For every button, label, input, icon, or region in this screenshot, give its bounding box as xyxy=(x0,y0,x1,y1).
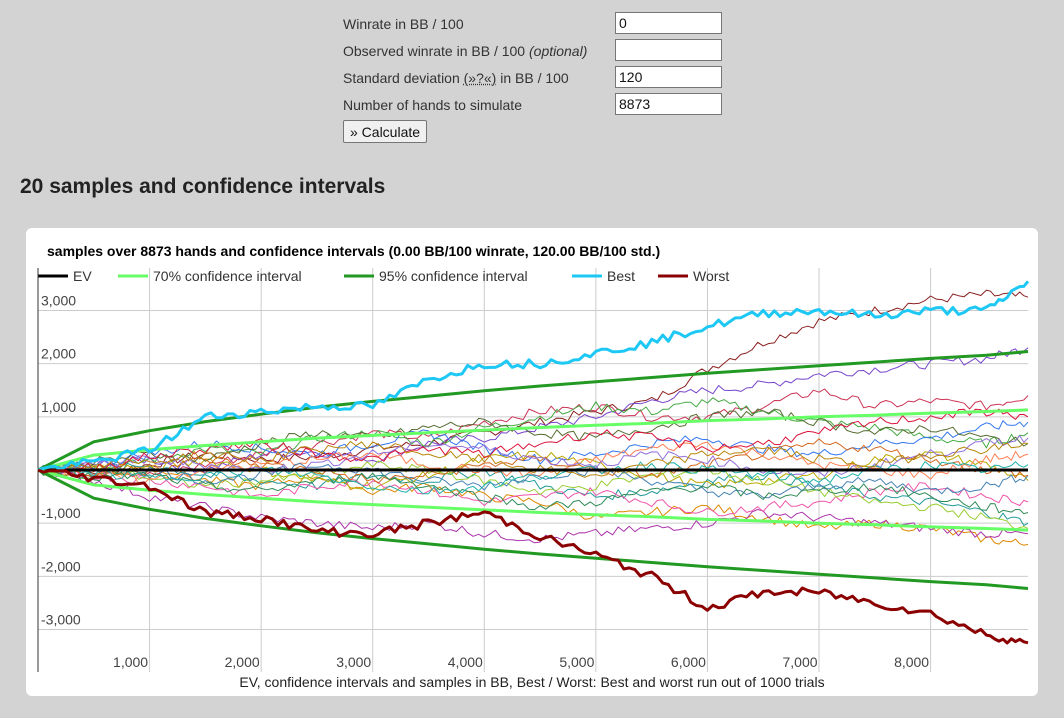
std-help-link[interactable]: (»?«) xyxy=(463,70,497,86)
x-axis-label: EV, confidence intervals and samples in … xyxy=(239,674,824,690)
y-tick-label: -1,000 xyxy=(41,505,81,521)
y-tick-label: 2,000 xyxy=(41,346,76,362)
observed-label: Observed winrate in BB / 100 (optional) xyxy=(343,43,587,59)
sample-series-line xyxy=(37,438,1029,484)
observed-row: Observed winrate in BB / 100 (optional) xyxy=(343,37,723,64)
std-label: Standard deviation (»?«) in BB / 100 xyxy=(343,70,569,86)
sample-series-line xyxy=(37,397,1029,480)
winrate-label: Winrate in BB / 100 xyxy=(343,16,464,32)
axes: 3,000 2,000 1,000 -1,000 -2,000 -3,000 1,000 2,… xyxy=(37,268,929,672)
x-tick-label: 6,000 xyxy=(671,654,706,670)
legend-label: 95% confidence interval xyxy=(379,268,528,284)
ci70-line xyxy=(37,468,1029,532)
sample-series-line xyxy=(37,461,1029,499)
x-tick-label: 2,000 xyxy=(225,654,260,670)
sample-series-line xyxy=(37,441,1029,478)
y-tick-label: -2,000 xyxy=(41,558,81,574)
section-title: 20 samples and confidence intervals xyxy=(20,175,386,198)
sample-series-line xyxy=(37,460,1029,530)
sample-series-line xyxy=(37,466,1029,517)
observed-optional-text: (optional) xyxy=(529,43,588,59)
sample-series-line xyxy=(37,469,1029,544)
sample-series-line xyxy=(37,463,1029,546)
settings-form: Winrate in BB / 100 Observed winrate in … xyxy=(343,10,723,143)
legend-label: EV xyxy=(73,268,92,284)
chart-svg: samples over 8873 hands and confidence i… xyxy=(37,243,1030,690)
chart-title: samples over 8873 hands and confidence i… xyxy=(47,243,660,259)
legend-label: Worst xyxy=(693,268,729,284)
y-tick-label: 3,000 xyxy=(41,293,76,309)
x-tick-label: 7,000 xyxy=(782,654,817,670)
observed-label-text: Observed winrate in BB / 100 xyxy=(343,43,529,59)
sample-series-line xyxy=(37,408,1029,472)
ci70-line xyxy=(37,408,1029,472)
std-label-pre: Standard deviation xyxy=(343,70,464,86)
hands-row: Number of hands to simulate xyxy=(343,91,723,118)
hands-label: Number of hands to simulate xyxy=(343,97,522,113)
x-tick-label: 3,000 xyxy=(336,654,371,670)
chart-legend: EV 70% confidence interval 95% confidence … xyxy=(38,268,729,284)
sample-series-line xyxy=(37,388,1029,478)
x-tick-label: 8,000 xyxy=(894,654,929,670)
x-tick-label: 5,000 xyxy=(559,654,594,670)
legend-label: 70% confidence interval xyxy=(153,268,302,284)
std-row: Standard deviation (»?«) in BB / 100 xyxy=(343,64,723,91)
ci95-line xyxy=(37,350,1029,472)
y-tick-label: -3,000 xyxy=(41,611,81,627)
legend-label: Best xyxy=(607,268,635,284)
hands-input[interactable] xyxy=(615,93,722,115)
plot-area xyxy=(37,280,1030,645)
sample-series-line xyxy=(37,450,1029,491)
sample-series-line xyxy=(37,469,1029,515)
worst-series-line xyxy=(37,468,1029,645)
y-tick-label: 1,000 xyxy=(41,399,76,415)
observed-winrate-input[interactable] xyxy=(615,39,722,61)
chart-panel: samples over 8873 hands and confidence i… xyxy=(26,228,1038,696)
ci95-line xyxy=(37,468,1029,590)
std-deviation-input[interactable] xyxy=(615,66,722,88)
winrate-input[interactable] xyxy=(615,12,722,34)
x-tick-label: 1,000 xyxy=(113,654,148,670)
winrate-row: Winrate in BB / 100 xyxy=(343,10,723,37)
std-label-post: in BB / 100 xyxy=(496,70,569,86)
calculate-button[interactable]: » Calculate xyxy=(343,120,428,143)
x-tick-label: 4,000 xyxy=(448,654,483,670)
sample-series-line xyxy=(37,462,1029,526)
best-series-line xyxy=(37,280,1030,472)
